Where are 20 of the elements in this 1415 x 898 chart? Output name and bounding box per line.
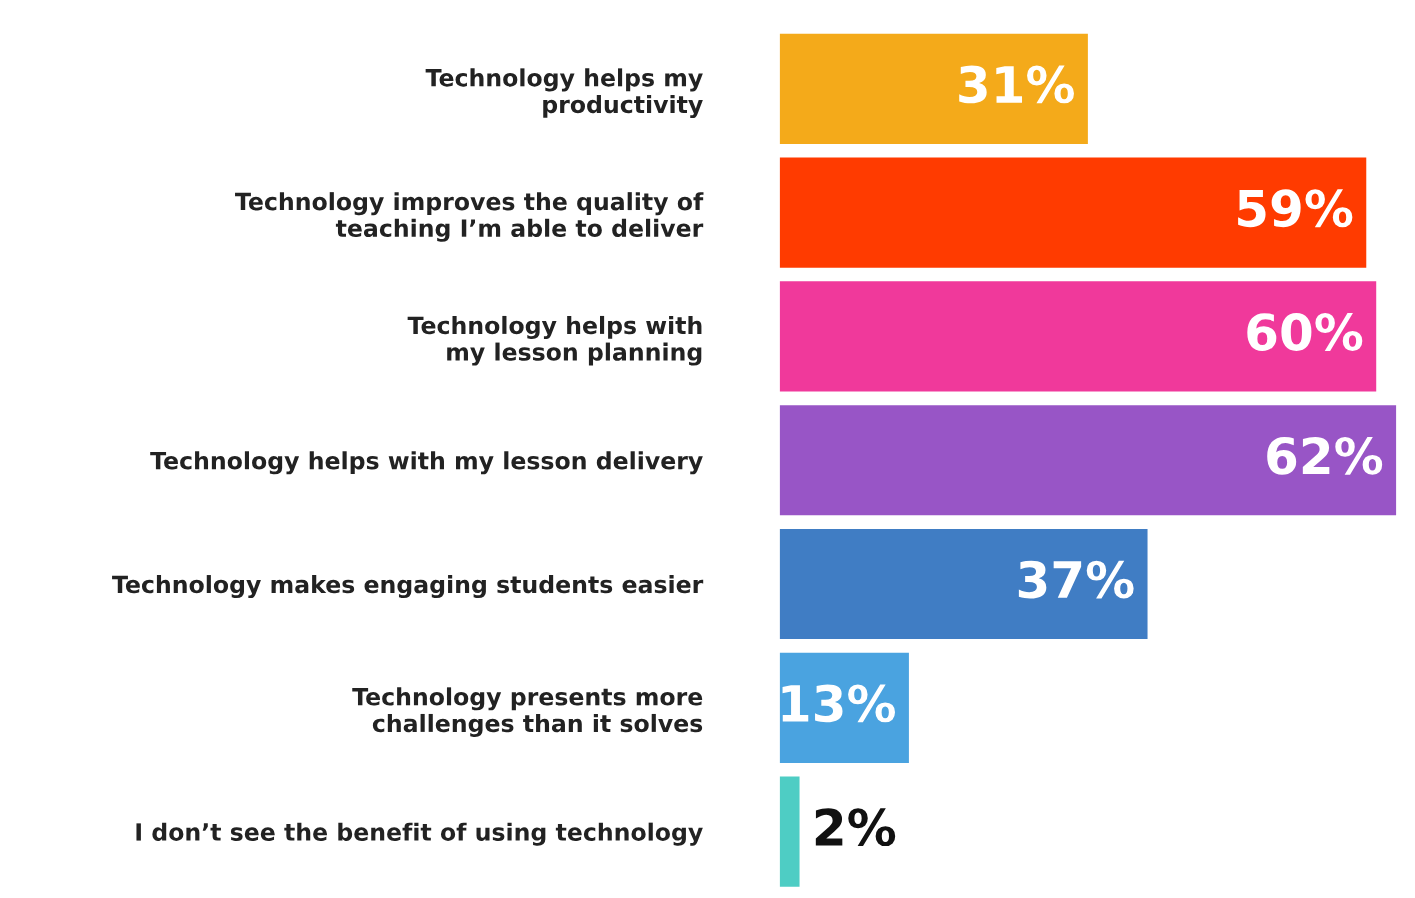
bar [779,528,1148,640]
y-tick-label: Technology helps with my lesson planning [407,315,702,366]
y-tick-label: Technology presents more challenges than it solves [352,687,703,737]
bar [779,776,800,887]
bar [779,405,1397,516]
y-tick-label: Technology helps my productivity [425,68,703,119]
bar [779,281,1377,392]
y-tick-label: Technology makes engaging students easier [112,575,704,599]
bar [779,157,1367,268]
data-label: 60% [1247,313,1363,351]
data-label: 2% [815,808,896,847]
y-tick-label: Technology helps with my lesson delivery [150,451,703,475]
y-tick-label: Technology improves the quality of teaching I’m able to deliver [235,192,704,242]
data-label: 59% [1238,189,1353,228]
y-tick-label: I don’t see the benefit of using technology [136,822,703,846]
data-label: 37% [1018,560,1134,599]
data-label: 62% [1267,436,1383,475]
data-label: 13% [782,684,895,723]
bar [779,33,1088,144]
data-label: 31% [959,65,1074,104]
